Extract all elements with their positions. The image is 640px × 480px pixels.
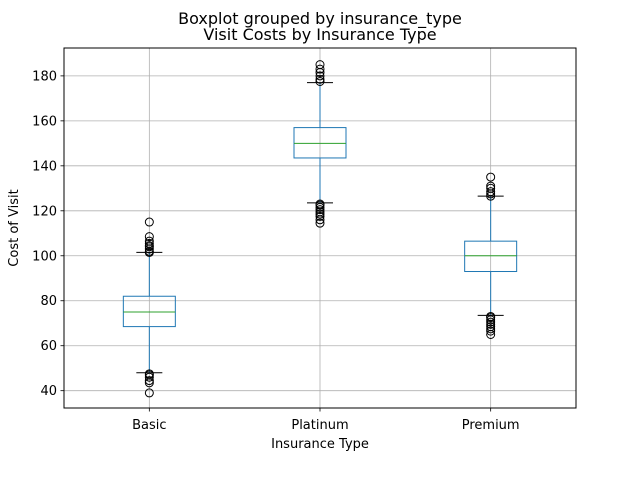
outlier-point bbox=[144, 372, 154, 382]
iqr-box bbox=[464, 240, 518, 273]
outlier-point bbox=[315, 74, 325, 84]
outlier-point bbox=[486, 317, 496, 327]
outlier-point bbox=[144, 238, 154, 248]
outlier-point bbox=[486, 322, 496, 332]
iqr-box bbox=[122, 295, 176, 328]
x-axis-label: Insurance Type bbox=[271, 437, 369, 452]
outlier-point bbox=[144, 232, 154, 242]
outlier-point bbox=[144, 217, 154, 227]
y-tick-label: 120 bbox=[32, 204, 57, 219]
y-tick-label: 100 bbox=[32, 249, 57, 264]
outlier-point bbox=[486, 324, 496, 334]
boxes bbox=[122, 60, 518, 398]
y-axis-label: Cost of Visit bbox=[7, 189, 22, 266]
y-tick-label: 60 bbox=[40, 339, 57, 354]
axis-ticks: 40 60 80 100 120 140 160 180 Basic Platinum Premiu… bbox=[32, 69, 519, 433]
iqr-box bbox=[293, 127, 347, 159]
outlier-point bbox=[486, 172, 496, 182]
outlier-point bbox=[144, 241, 154, 251]
x-tick-label: Premium bbox=[462, 418, 520, 433]
outlier-point bbox=[486, 311, 496, 321]
outlier-point bbox=[315, 218, 325, 228]
outlier-point bbox=[315, 71, 325, 81]
y-tick-label: 160 bbox=[32, 114, 57, 129]
chart-title: Visit Costs by Insurance Type bbox=[203, 25, 436, 44]
box-platinum bbox=[293, 60, 347, 228]
x-tick-label: Platinum bbox=[291, 418, 348, 433]
outlier-point bbox=[315, 205, 325, 215]
outlier-point bbox=[315, 211, 325, 221]
y-tick-label: 80 bbox=[40, 294, 57, 309]
outlier-point bbox=[315, 60, 325, 70]
outlier-point bbox=[486, 181, 496, 191]
outlier-point bbox=[486, 183, 496, 193]
outlier-point bbox=[315, 64, 325, 74]
x-tick-label: Basic bbox=[132, 418, 166, 433]
outlier-point bbox=[144, 388, 154, 398]
outlier-point bbox=[486, 315, 496, 325]
outlier-point bbox=[315, 77, 325, 87]
outlier-point bbox=[486, 187, 496, 197]
outlier-point bbox=[144, 376, 154, 386]
outlier-point bbox=[315, 199, 325, 209]
y-tick-label: 40 bbox=[40, 384, 57, 399]
chart-suptitle: Boxplot grouped by insurance_type bbox=[178, 9, 462, 29]
y-tick-label: 140 bbox=[32, 159, 57, 174]
outlier-point bbox=[315, 202, 325, 212]
outlier-point bbox=[144, 236, 154, 246]
outlier-point bbox=[144, 369, 154, 379]
y-tick-label: 180 bbox=[32, 69, 57, 84]
box-premium bbox=[464, 172, 518, 339]
box-basic bbox=[122, 217, 176, 398]
outlier-point bbox=[486, 326, 496, 336]
outlier-point bbox=[315, 209, 325, 219]
